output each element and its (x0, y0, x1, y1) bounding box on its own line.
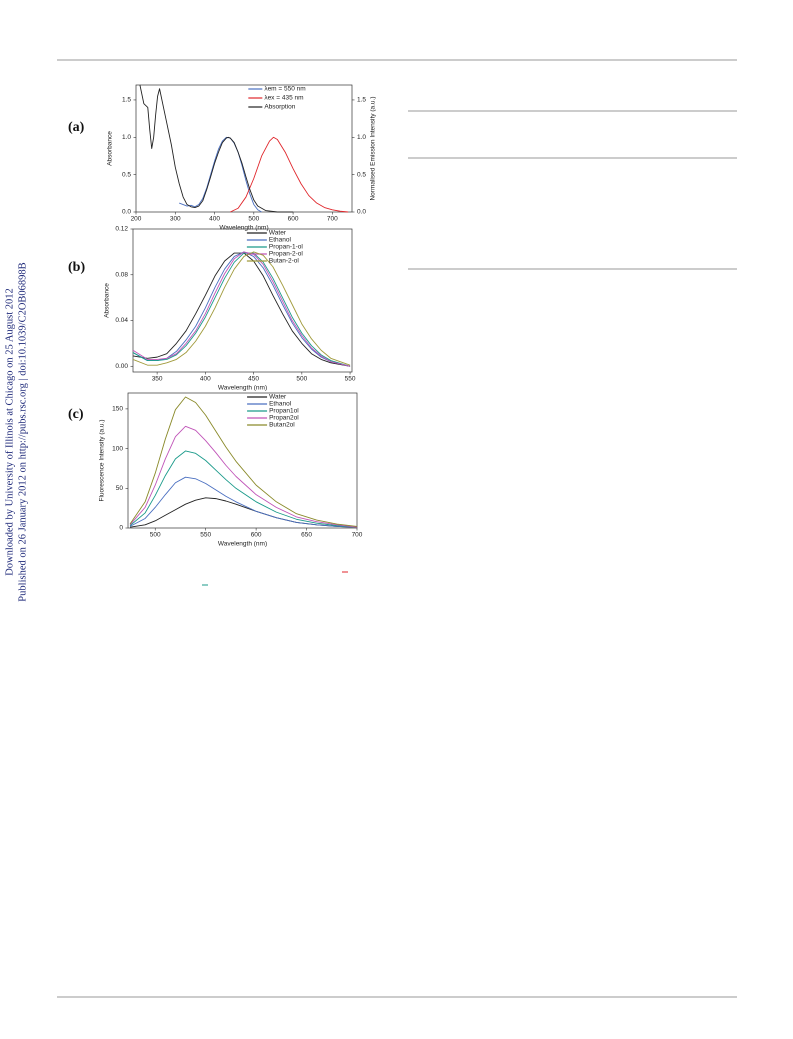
y-tick-label: 100 (112, 445, 123, 452)
plot-frame (127, 392, 358, 529)
panel-label: (b) (68, 260, 85, 275)
series-line (129, 476, 358, 528)
series-line (132, 252, 351, 367)
y-tick-label: 150 (112, 406, 123, 413)
y-axis-label: Absorbance (104, 283, 111, 318)
series-line (132, 251, 351, 366)
x-tick-label: 450 (248, 376, 259, 383)
plot-frame (135, 84, 353, 213)
panel-label: (a) (68, 120, 85, 135)
y-axis-label: Absorbance (107, 131, 114, 166)
series-line (132, 252, 351, 367)
y2-tick-label: 1.0 (357, 134, 366, 141)
series-line (129, 425, 358, 528)
legend-label: λem = 550 nm (264, 86, 305, 93)
legend-label: Butan-2-ol (269, 258, 300, 265)
series-line (129, 450, 358, 528)
x-tick-label: 300 (170, 216, 181, 223)
y-tick-label: 1.5 (122, 97, 131, 104)
y-tick-label: 1.0 (122, 134, 131, 141)
legend-label: λex = 435 nm (264, 95, 303, 102)
x-tick-label: 700 (327, 216, 338, 223)
x-tick-label: 400 (200, 376, 211, 383)
x-tick-label: 500 (248, 216, 259, 223)
legend-label: Ethanol (269, 401, 292, 408)
x-axis-label: Wavelength (nm) (219, 225, 268, 232)
y2-tick-label: 1.5 (357, 97, 366, 104)
legend-label: Propan-2-ol (269, 251, 304, 258)
x-tick-label: 550 (200, 532, 211, 539)
x-tick-label: 500 (296, 376, 307, 383)
legend-label: Absorption (264, 104, 295, 111)
x-tick-label: 700 (352, 532, 363, 539)
series-line (139, 84, 294, 213)
series-line (129, 396, 358, 527)
x-tick-label: 350 (152, 376, 163, 383)
series-line (230, 136, 349, 213)
y-tick-label: 50 (116, 485, 124, 492)
y-tick-label: 0.12 (115, 226, 128, 233)
legend-label: Water (269, 230, 287, 237)
legend-label: Water (269, 394, 287, 401)
side-text: Downloaded by University of Illinois at … (4, 288, 15, 576)
legend-label: Butan2ol (269, 422, 295, 429)
plot-frame (132, 228, 353, 373)
y2-axis-label: Normalised Emission Intensity (a.u.) (370, 96, 377, 200)
x-axis-label: Wavelength (nm) (218, 385, 267, 392)
legend-label: Ethanol (269, 237, 292, 244)
legend-label: Propan1ol (269, 408, 299, 415)
x-tick-label: 200 (131, 216, 142, 223)
y2-tick-label: 0.0 (357, 209, 366, 216)
legend-label: Propan2ol (269, 415, 299, 422)
y-tick-label: 0.5 (122, 171, 131, 178)
y-tick-label: 0.00 (115, 363, 128, 370)
y2-tick-label: 0.5 (357, 171, 366, 178)
panel-label: (c) (68, 407, 84, 422)
x-tick-label: 550 (345, 376, 356, 383)
x-axis-label: Wavelength (nm) (218, 541, 267, 548)
y-tick-label: 0.0 (122, 209, 131, 216)
x-tick-label: 600 (288, 216, 299, 223)
x-tick-label: 600 (251, 532, 262, 539)
series-line (179, 136, 262, 213)
series-line (132, 251, 351, 367)
series-line (132, 251, 351, 367)
x-tick-label: 400 (209, 216, 220, 223)
y-axis-label: Fluorescence Intensity (a.u.) (99, 419, 106, 501)
y-tick-label: 0.04 (115, 317, 128, 324)
y-tick-label: 0.08 (115, 271, 128, 278)
y-tick-label: 0 (119, 525, 123, 532)
x-tick-label: 650 (301, 532, 312, 539)
legend-label: Propan-1-ol (269, 244, 304, 251)
side-text: Published on 26 January 2012 on http://p… (17, 262, 28, 601)
x-tick-label: 500 (150, 532, 161, 539)
